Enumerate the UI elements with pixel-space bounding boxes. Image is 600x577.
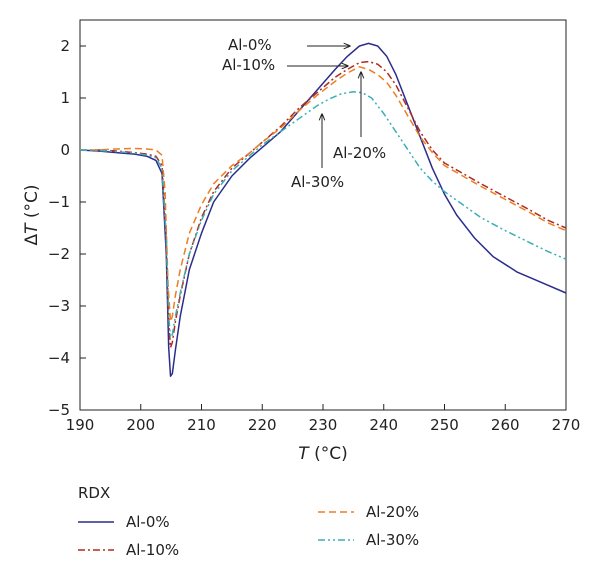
annotation-al-30-label: Al-30%	[291, 173, 344, 191]
y-tick-label: −5	[48, 401, 70, 419]
x-axis-title: T (°C)	[298, 444, 347, 464]
y-tick-label: −1	[48, 193, 70, 211]
x-tick-label: 240	[369, 416, 398, 434]
x-tick-label: 230	[309, 416, 338, 434]
y-tick-label: 1	[60, 89, 70, 107]
x-tick-label: 200	[126, 416, 155, 434]
annotation-al-0-label: Al-0%	[228, 36, 272, 54]
legend: RDX Al-0% Al-10% Al-20% Al-30%	[78, 484, 419, 559]
y-ticks: −5 −4 −3 −2 −1 0 1 2	[48, 37, 86, 419]
series-line-1	[80, 60, 567, 349]
annotation-al-10-label: Al-10%	[222, 56, 275, 74]
y-tick-label: −4	[48, 349, 70, 367]
annotation-al-10: Al-10%	[222, 56, 348, 74]
annotation-al-30: Al-30%	[291, 114, 344, 191]
annotation-al-20-label: Al-20%	[333, 144, 386, 162]
legend-label: Al-30%	[366, 531, 419, 549]
series-line-3	[79, 91, 567, 338]
x-tick-label: 250	[430, 416, 459, 434]
legend-title: RDX	[78, 484, 110, 502]
x-tick-label: 260	[491, 416, 520, 434]
x-tick-label: 210	[187, 416, 216, 434]
y-axis-title: ΔT (°C)	[22, 184, 42, 245]
x-tick-label: 270	[552, 416, 581, 434]
annotation-al-0: Al-0%	[228, 36, 350, 54]
plot-frame	[79, 19, 567, 411]
x-tick-label: 190	[66, 416, 95, 434]
series-lines	[79, 42, 567, 377]
x-ticks: 190 200 210 220 230 240 250 260 270	[66, 404, 581, 434]
y-tick-label: 2	[60, 37, 70, 55]
series-line-0	[79, 42, 567, 377]
y-tick-label: 0	[60, 141, 70, 159]
legend-label: Al-0%	[126, 513, 170, 531]
y-tick-label: −2	[48, 245, 70, 263]
y-tick-label: −3	[48, 297, 70, 315]
legend-label: Al-10%	[126, 541, 179, 559]
series-line-2	[80, 66, 567, 323]
x-tick-label: 220	[248, 416, 277, 434]
legend-label: Al-20%	[366, 503, 419, 521]
annotation-al-20: Al-20%	[333, 72, 386, 162]
